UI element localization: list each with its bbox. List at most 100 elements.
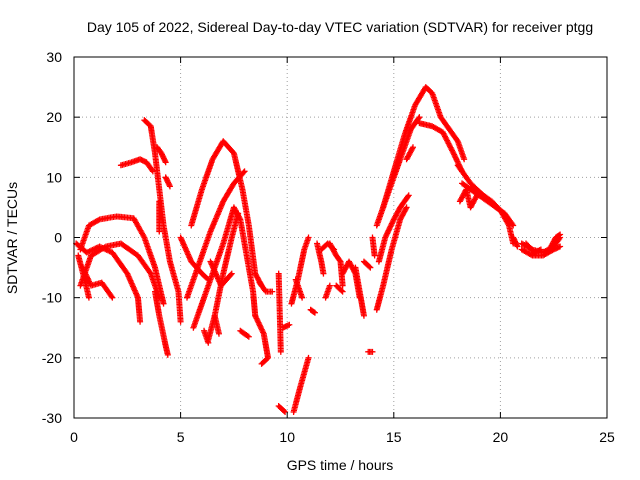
data-point [305, 234, 312, 241]
data-point [528, 251, 535, 258]
data-point [339, 288, 346, 295]
data-point [409, 144, 416, 151]
data-point [240, 169, 247, 176]
data-point [366, 263, 373, 270]
data-point [415, 115, 422, 122]
series-track-3 [73, 240, 144, 325]
data-point [162, 159, 169, 166]
data-point [148, 167, 155, 174]
data-point [205, 339, 212, 346]
data-point [299, 294, 306, 301]
x-tick-label: 5 [177, 429, 185, 445]
y-tick-label: -10 [42, 290, 62, 306]
data-point [235, 210, 242, 217]
data-point [473, 193, 480, 200]
data-point [215, 330, 222, 337]
data-point [95, 217, 102, 224]
y-tick-label: -30 [42, 410, 62, 426]
data-point [339, 282, 346, 289]
chart-ticks [73, 56, 608, 419]
data-point [405, 192, 412, 199]
series-track-33 [333, 282, 346, 295]
data-point [259, 359, 266, 366]
series-track-16 [190, 204, 259, 331]
data-point [367, 264, 374, 271]
chart-points [73, 84, 564, 415]
series-track-41 [369, 234, 378, 259]
series-track-52 [518, 243, 564, 259]
data-point [338, 287, 345, 294]
data-point [403, 204, 410, 211]
series-track-36 [318, 240, 338, 253]
x-tick-label: 10 [279, 429, 295, 445]
series-track-28 [292, 276, 306, 301]
y-tick-labels: -30 -20 -10 0 10 20 30 [42, 49, 62, 426]
data-point [409, 145, 416, 152]
y-axis-label: SDTVAR / TECUs [4, 182, 20, 294]
x-tick-label: 15 [386, 429, 402, 445]
series-track-10 [162, 174, 173, 190]
series-track-20 [237, 327, 252, 340]
series-track-5 [75, 252, 92, 301]
x-tick-labels: 0 5 10 15 20 25 [70, 429, 615, 445]
data-point [331, 246, 338, 253]
data-point [164, 351, 171, 358]
data-point [305, 354, 312, 361]
data-point [166, 183, 173, 190]
series-track-22 [256, 279, 276, 295]
data-point [109, 294, 116, 301]
series-track-35 [307, 306, 318, 316]
series-track-38 [365, 348, 376, 355]
chart-title: Day 105 of 2022, Sidereal Day-to-day VTE… [87, 19, 593, 35]
x-axis-label: GPS time / hours [287, 457, 394, 473]
data-point [277, 348, 284, 355]
series-track-9 [152, 288, 171, 358]
data-point [557, 231, 564, 238]
data-point [514, 243, 521, 250]
x-tick-label: 25 [599, 429, 615, 445]
series-track-17 [205, 210, 242, 343]
series-track-23 [275, 270, 284, 355]
series-track-4 [79, 264, 116, 301]
series-track-53 [522, 240, 544, 256]
data-point [149, 168, 156, 175]
data-point [402, 205, 409, 212]
data-point [108, 293, 115, 300]
data-point [269, 288, 276, 295]
data-point [311, 309, 318, 316]
data-point [320, 270, 327, 277]
data-point [228, 270, 235, 277]
series-track-43 [380, 84, 468, 211]
data-point [286, 321, 293, 328]
y-tick-label: 30 [46, 49, 62, 65]
data-point [282, 408, 289, 415]
series-track-8 [154, 144, 169, 166]
data-point [556, 232, 563, 239]
y-tick-label: 0 [54, 230, 62, 246]
data-point [371, 252, 378, 259]
x-tick-label: 0 [70, 429, 78, 445]
data-point [137, 318, 144, 325]
data-point [473, 192, 480, 199]
series-track-6 [117, 156, 156, 175]
series-track-34 [352, 264, 367, 319]
data-point [461, 156, 468, 163]
data-point [557, 243, 564, 250]
series-track-40 [375, 192, 412, 265]
data-point [241, 168, 248, 175]
series-track-54 [546, 231, 564, 253]
series-track-30 [322, 282, 333, 301]
data-point [156, 198, 163, 205]
series-track-7 [141, 117, 184, 325]
series-track-25 [275, 402, 289, 415]
data-point [244, 332, 251, 339]
data-point [369, 348, 376, 355]
data-point [245, 333, 252, 340]
y-tick-label: 10 [46, 169, 62, 185]
series-track-11 [156, 198, 163, 235]
data-point [330, 245, 337, 252]
series-track-18 [211, 312, 222, 337]
series-track-24 [279, 321, 293, 331]
